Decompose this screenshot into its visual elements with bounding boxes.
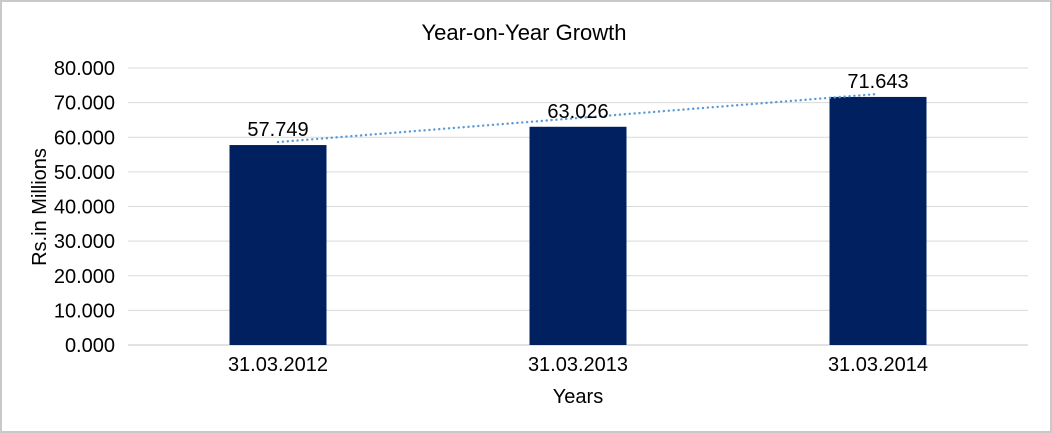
y-tick-label: 70.000	[54, 93, 115, 115]
y-axis-title: Rs.in Millions	[29, 148, 51, 266]
category-label: 31.03.2014	[828, 354, 928, 376]
y-tick-label: 50.000	[54, 162, 115, 184]
y-tick-label: 0.000	[65, 335, 115, 357]
y-tick-label: 80.000	[54, 58, 115, 80]
chart-title: Year-on-Year Growth	[421, 20, 626, 45]
y-tick-label: 20.000	[54, 266, 115, 288]
bar	[529, 126, 627, 345]
x-axis-title: Years	[553, 386, 603, 408]
y-tick-label: 40.000	[54, 197, 115, 219]
y-tick-label: 60.000	[54, 127, 115, 149]
data-labels: 57.749 63.026 71.643	[247, 71, 908, 141]
bar	[829, 96, 927, 345]
y-axis-tick-labels: 0.000 10.000 20.000 30.000 40.000 50.000 60.00…	[54, 58, 115, 357]
x-axis-category-labels: 31.03.2012 31.03.2013 31.03.2014	[228, 354, 928, 376]
category-label: 31.03.2012	[228, 354, 328, 376]
data-label: 63.026	[547, 101, 608, 123]
bar-series	[229, 96, 927, 345]
category-label: 31.03.2013	[528, 354, 628, 376]
y-tick-label: 30.000	[54, 231, 115, 253]
y-tick-label: 10.000	[54, 300, 115, 322]
data-label: 57.749	[247, 119, 308, 141]
bar	[229, 145, 327, 345]
data-label: 71.643	[847, 71, 908, 93]
